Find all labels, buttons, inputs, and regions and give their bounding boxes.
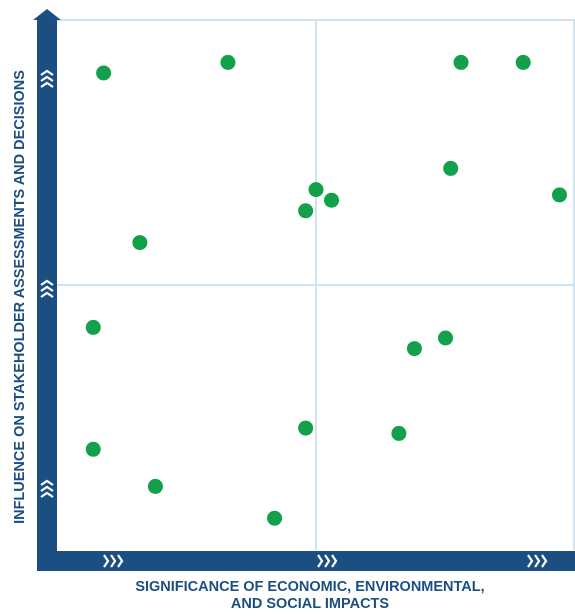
x-axis-chevron-mid [317,554,324,568]
data-point [324,192,340,208]
grid-lines [57,19,575,550]
y-axis-arrowhead [33,9,61,20]
data-points [85,54,567,526]
x-axis-title: SIGNIFICANCE OF ECONOMIC, ENVIRONMENTAL,… [60,579,560,613]
x-axis-chevron-high [534,554,541,568]
data-point [515,54,531,70]
x-axis-title-line1: SIGNIFICANCE OF ECONOMIC, ENVIRONMENTAL, [135,579,485,595]
data-point [220,54,236,70]
data-point [438,330,453,346]
x-axis-chevron-high [541,554,548,568]
x-axis-chevron-high [527,554,534,568]
x-axis-title-line2: AND SOCIAL IMPACTS [230,596,390,612]
data-point [443,160,459,176]
data-point [391,425,407,441]
data-point [551,187,567,203]
data-point [298,203,314,219]
data-point [85,441,101,457]
y-axis-chevron-high [40,81,54,88]
x-axis-bar [37,551,575,571]
data-point [85,319,101,335]
y-axis-chevron-mid [40,285,54,292]
data-point [267,510,283,526]
y-axis-title: INFLUENCE ON STAKEHOLDER ASSESSMENTS AND… [12,70,28,524]
x-axis-chevron-mid [324,554,331,568]
y-axis-bar [37,20,57,571]
data-point [298,420,314,436]
axis-chevrons [40,69,548,568]
data-point [308,182,324,198]
x-axis-chevron-low [110,554,117,568]
data-point [96,65,112,81]
x-axis-chevron-low [103,554,110,568]
data-point [453,54,469,70]
data-point [147,478,163,494]
axes [33,9,575,571]
y-axis-chevron-mid [40,279,54,286]
y-axis-chevron-high [40,69,54,76]
x-axis-chevron-mid [331,554,338,568]
data-point [406,341,422,357]
y-axis-chevron-low [40,479,54,486]
y-axis-chevron-mid [40,291,54,298]
y-axis-chevron-high [40,75,54,82]
data-point [132,235,148,251]
y-axis-chevron-low [40,491,54,498]
y-axis-chevron-low [40,485,54,492]
x-axis-chevron-low [117,554,124,568]
